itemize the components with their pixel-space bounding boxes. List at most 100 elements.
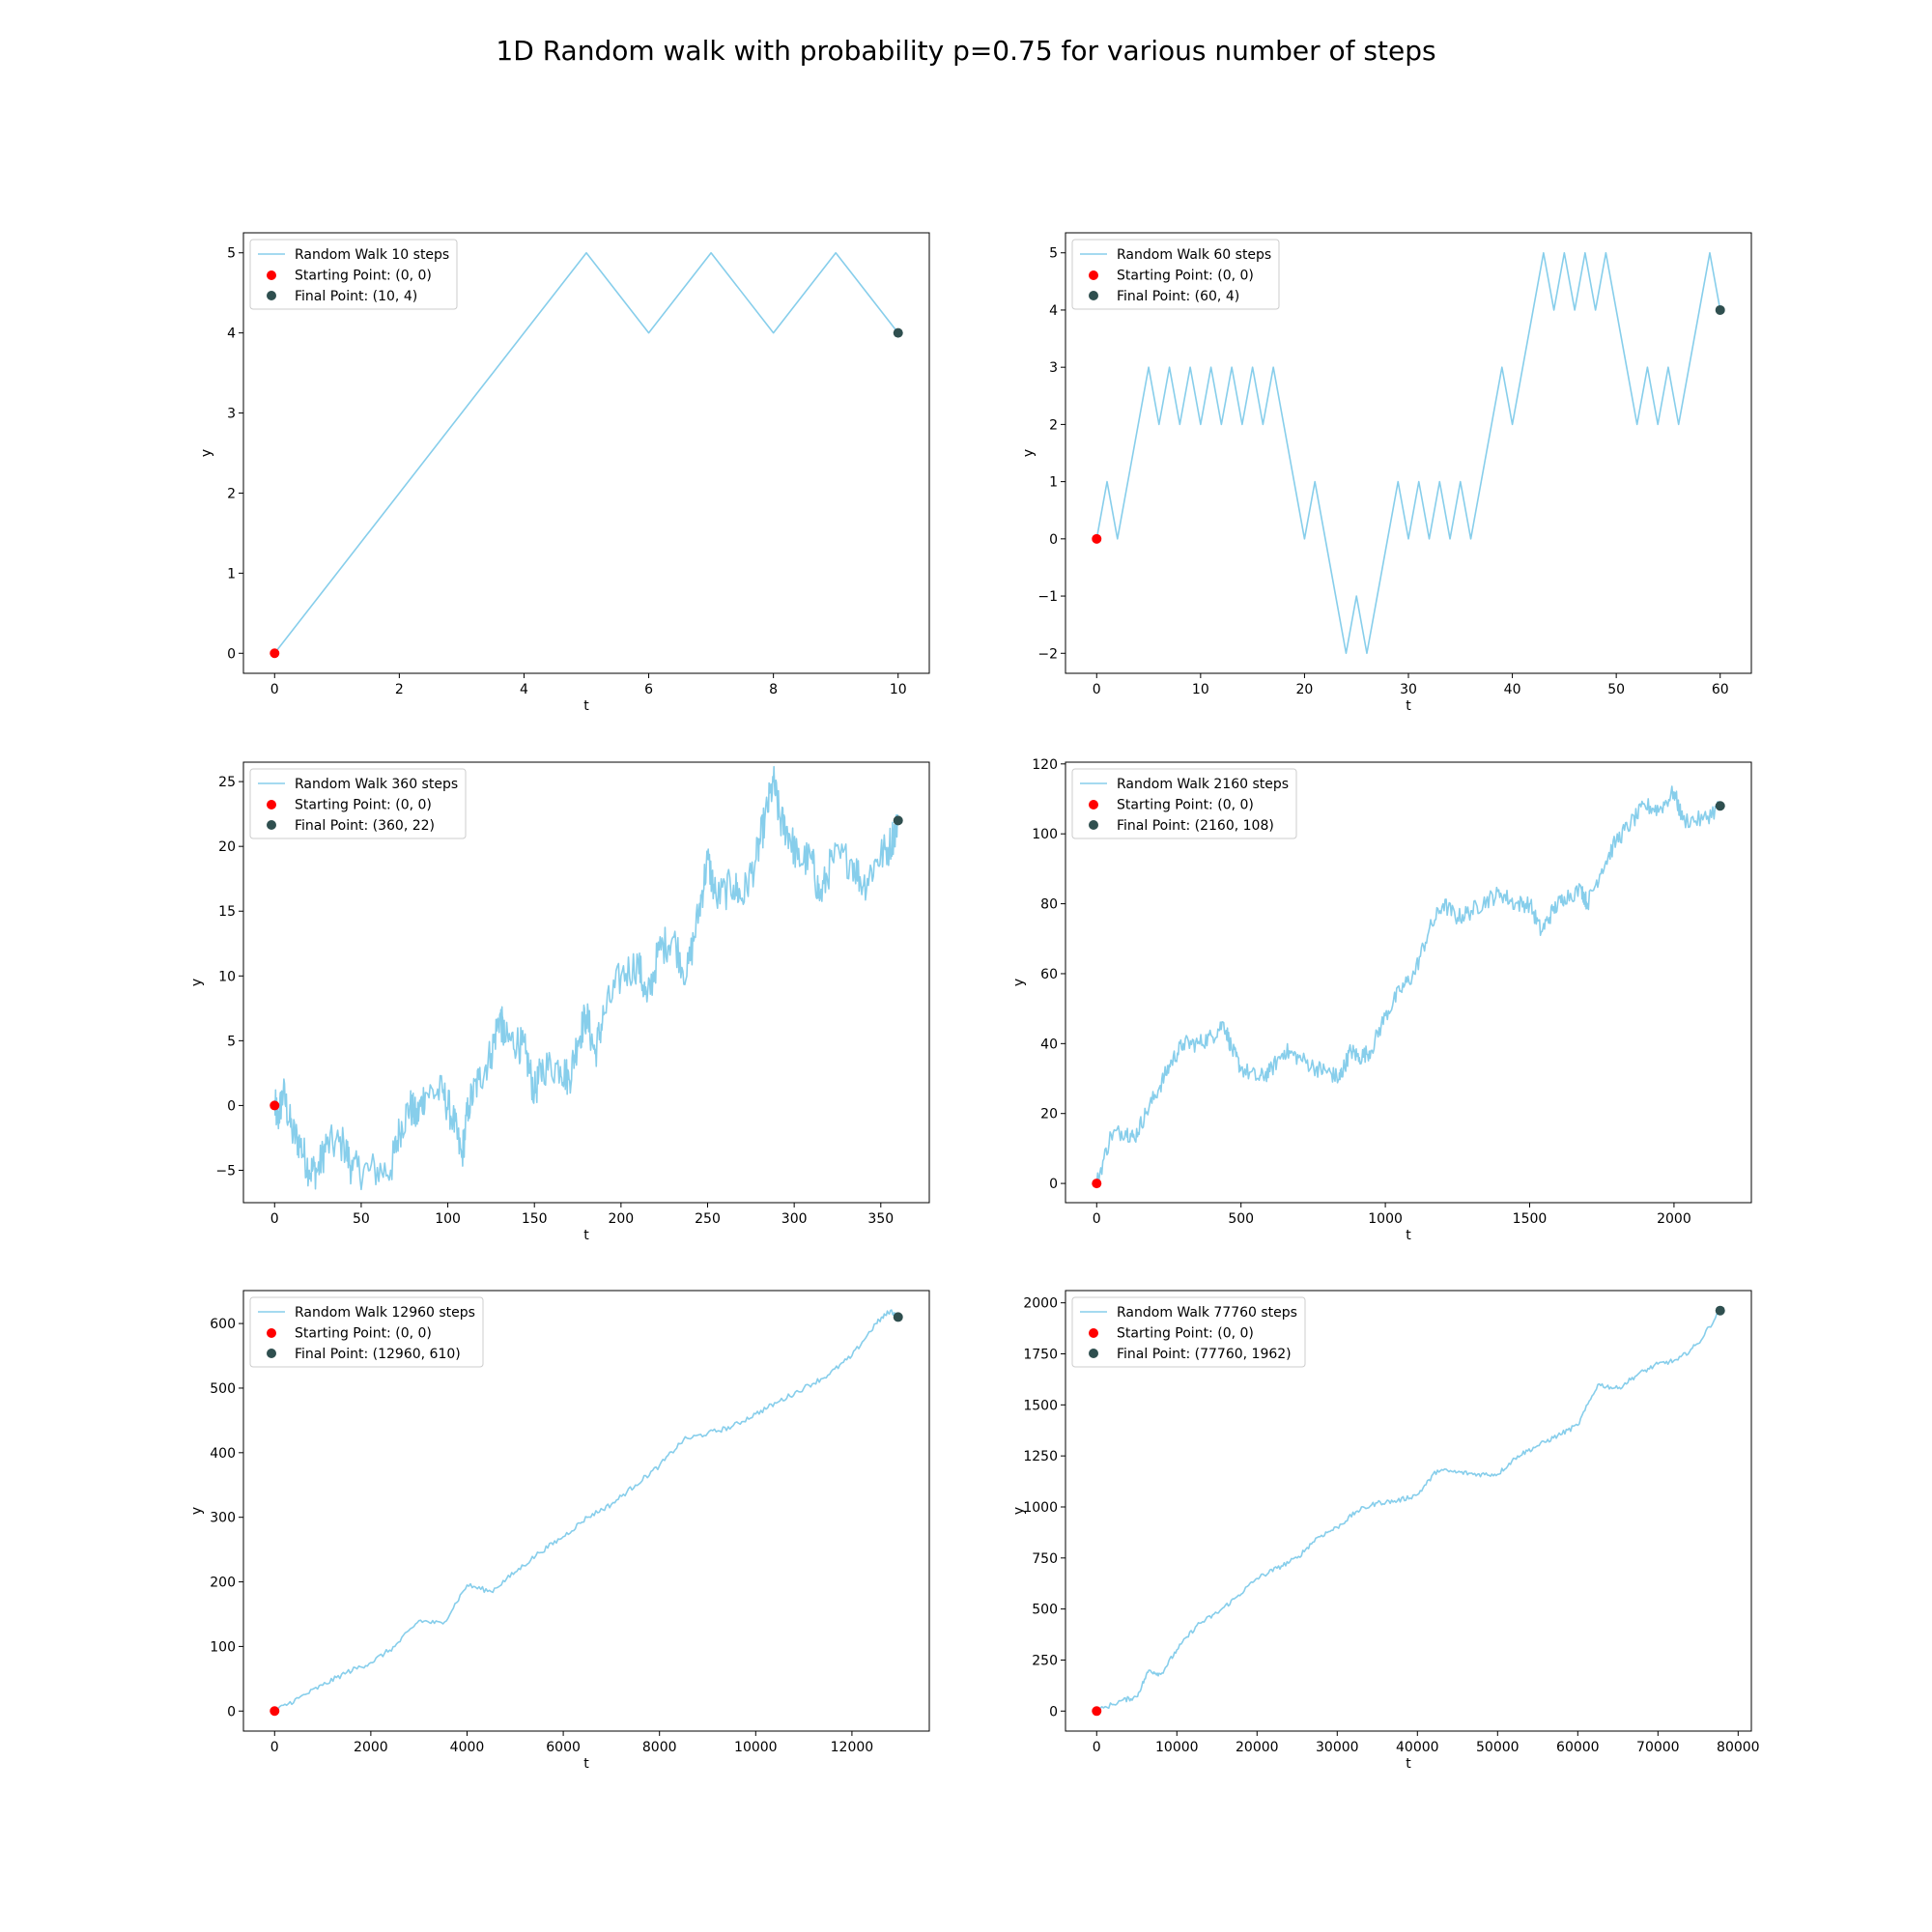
y-tick-label: 1750	[1023, 1348, 1058, 1363]
x-tick-label: 0	[270, 1740, 279, 1755]
x-tick-label: 100	[435, 1211, 461, 1227]
final-point-marker	[1715, 304, 1725, 315]
legend-entry: Starting Point: (0, 0)	[295, 798, 432, 813]
legend-box	[1071, 239, 1280, 310]
subplot-6: 0 10000 20000 30000 40000 50000 60000 70000 8000…	[1011, 1290, 1760, 1772]
y-axis-label: y	[1021, 449, 1037, 457]
starting-point-marker	[270, 1706, 280, 1717]
legend-entry: Random Walk 10 steps	[295, 247, 449, 263]
x-axis-label: t	[583, 1228, 589, 1243]
x-axis-label: t	[1406, 1228, 1411, 1243]
x-tick-label: 50	[353, 1211, 370, 1227]
legend-entry: Starting Point: (0, 0)	[295, 269, 432, 284]
legend-final-swatch	[1089, 820, 1098, 830]
y-tick-label: 100	[1032, 827, 1058, 842]
random-walk-line	[1095, 1310, 1721, 1714]
y-tick-label: 2	[227, 486, 236, 501]
y-tick-label: 120	[1032, 757, 1058, 773]
legend-entry: Final Point: (12960, 610)	[295, 1347, 461, 1362]
legend-start-swatch	[1089, 800, 1098, 810]
y-tick-label: 3	[1049, 360, 1058, 376]
x-tick-label: 300	[781, 1211, 808, 1227]
x-tick-label: 10	[890, 682, 907, 697]
y-tick-label: 10	[218, 969, 236, 984]
x-tick-label: 0	[1093, 1211, 1101, 1227]
x-tick-label: 2000	[1657, 1211, 1691, 1227]
y-tick-label: 80	[1040, 897, 1058, 913]
y-tick-label: 0	[1049, 532, 1058, 548]
y-tick-label: 60	[1040, 967, 1058, 982]
x-tick-label: 50	[1607, 682, 1625, 697]
y-tick-label: 2	[1049, 417, 1058, 433]
x-tick-label: 0	[270, 1211, 279, 1227]
subplot-1: 0 2 4 6 8 10 0 1 2 3 4 5 t y Random Walk 10 steps Start…	[199, 232, 930, 714]
legend-final-swatch	[267, 1349, 276, 1358]
y-tick-label: 20	[218, 839, 236, 855]
y-axis-label: y	[1011, 1507, 1027, 1515]
legend-box	[249, 239, 458, 310]
y-tick-label: 40	[1040, 1037, 1058, 1052]
y-tick-label: 0	[227, 1098, 236, 1114]
x-axis-label: t	[583, 698, 589, 714]
legend: Random Walk 12960 steps Starting Point: (…	[249, 1296, 484, 1368]
legend-entry: Random Walk 12960 steps	[295, 1305, 475, 1321]
axes-frame	[242, 761, 930, 1204]
x-tick-label: 2	[395, 682, 404, 697]
y-tick-label: −2	[1037, 646, 1058, 662]
final-point-marker	[893, 1312, 903, 1322]
random-walk-line	[273, 251, 899, 654]
legend-entry: Final Point: (77760, 1962)	[1117, 1347, 1292, 1362]
x-tick-label: 4000	[450, 1740, 485, 1755]
legend: Random Walk 10 steps Starting Point: (0, …	[249, 239, 458, 310]
y-tick-label: 4	[227, 327, 236, 342]
starting-point-marker	[1092, 1706, 1102, 1717]
legend-entry: Random Walk 77760 steps	[1117, 1305, 1297, 1321]
x-tick-label: 0	[270, 682, 279, 697]
legend-entry: Starting Point: (0, 0)	[1117, 798, 1254, 813]
x-tick-label: 60000	[1556, 1740, 1600, 1755]
axes-frame	[242, 1290, 930, 1732]
legend-start-swatch	[267, 1328, 276, 1338]
y-tick-label: 200	[210, 1576, 236, 1591]
y-tick-label: 400	[210, 1446, 236, 1462]
y-tick-label: −5	[215, 1163, 236, 1179]
x-tick-label: 10000	[734, 1740, 778, 1755]
x-tick-label: 20000	[1236, 1740, 1279, 1755]
x-tick-label: 50000	[1476, 1740, 1520, 1755]
y-tick-label: 5	[227, 246, 236, 262]
legend-entry: Starting Point: (0, 0)	[295, 1326, 432, 1342]
x-tick-label: 1500	[1513, 1211, 1548, 1227]
starting-point-marker	[270, 1100, 280, 1111]
legend-entry: Starting Point: (0, 0)	[1117, 269, 1254, 284]
legend-entry: Final Point: (10, 4)	[295, 289, 417, 304]
x-tick-label: 6000	[546, 1740, 581, 1755]
legend-box	[249, 768, 467, 839]
y-tick-label: 15	[218, 904, 236, 920]
subplot-2: 0 10 20 30 40 50 60 −2 −1 0 1 2 3 4 5 t y Random Walk 60 …	[1021, 232, 1752, 714]
y-tick-label: 20	[1040, 1107, 1058, 1122]
x-tick-label: 8000	[642, 1740, 677, 1755]
random-walk-line	[273, 1309, 899, 1712]
y-tick-label: 0	[227, 1704, 236, 1719]
legend-start-swatch	[1089, 270, 1098, 280]
x-tick-label: 30000	[1316, 1740, 1359, 1755]
x-tick-label: 8	[769, 682, 778, 697]
y-tick-label: 300	[210, 1511, 236, 1526]
y-tick-label: −1	[1037, 589, 1058, 605]
legend-box	[1071, 768, 1297, 839]
x-tick-label: 150	[522, 1211, 548, 1227]
y-tick-label: 5	[227, 1034, 236, 1049]
random-walk-line	[1095, 785, 1721, 1184]
x-tick-label: 4	[520, 682, 528, 697]
y-tick-label: 1000	[1023, 1500, 1058, 1516]
x-tick-label: 0	[1093, 1740, 1101, 1755]
subplot-4: 0 500 1000 1500 2000 0 20 40 60 80 100 120 t y Random …	[1011, 757, 1752, 1243]
y-tick-label: 250	[1032, 1653, 1058, 1668]
x-tick-label: 10	[1192, 682, 1209, 697]
x-tick-label: 40	[1504, 682, 1521, 697]
starting-point-marker	[1092, 533, 1102, 544]
x-tick-label: 2000	[354, 1740, 388, 1755]
legend-entry: Final Point: (360, 22)	[295, 818, 435, 834]
